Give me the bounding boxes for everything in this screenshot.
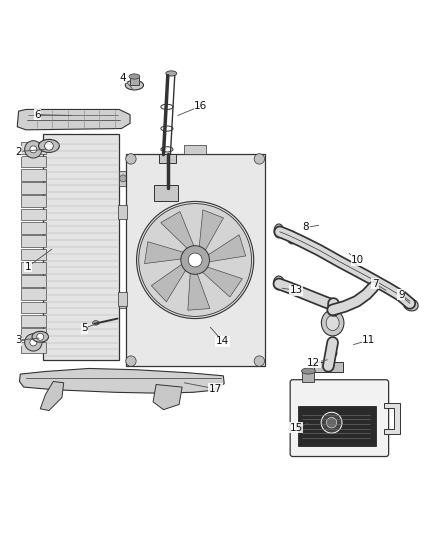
Ellipse shape (39, 140, 60, 152)
FancyBboxPatch shape (290, 379, 389, 457)
Ellipse shape (403, 298, 418, 311)
Text: 8: 8 (303, 222, 309, 232)
Ellipse shape (125, 80, 144, 90)
Bar (159, 154, 177, 163)
Text: 15: 15 (290, 423, 303, 433)
Circle shape (120, 296, 127, 303)
Circle shape (321, 412, 342, 433)
Polygon shape (153, 384, 182, 410)
Text: 7: 7 (372, 279, 378, 289)
Bar (21, 196, 46, 207)
Circle shape (45, 142, 53, 150)
Text: 12: 12 (307, 358, 320, 368)
Polygon shape (17, 109, 130, 130)
Bar (21, 262, 46, 273)
Text: 1: 1 (25, 262, 32, 271)
Text: 13: 13 (290, 285, 303, 295)
Text: 2: 2 (15, 147, 22, 157)
Bar (21, 342, 46, 353)
Bar (21, 169, 46, 181)
Bar (21, 315, 46, 327)
Polygon shape (19, 368, 224, 393)
Bar (119, 171, 127, 186)
Polygon shape (199, 265, 242, 297)
Text: 10: 10 (351, 255, 364, 265)
Bar (118, 292, 127, 305)
Circle shape (326, 417, 337, 428)
Bar (21, 248, 46, 260)
Ellipse shape (321, 310, 344, 336)
Circle shape (139, 204, 251, 317)
Circle shape (30, 146, 37, 153)
Ellipse shape (274, 224, 284, 238)
Bar (154, 185, 178, 201)
Bar (302, 372, 314, 382)
Circle shape (25, 334, 42, 351)
Ellipse shape (166, 71, 177, 76)
Polygon shape (204, 235, 246, 263)
Ellipse shape (326, 316, 339, 330)
Bar (21, 235, 46, 247)
Circle shape (120, 175, 127, 182)
Circle shape (30, 339, 37, 346)
Bar (21, 209, 46, 221)
Polygon shape (199, 210, 223, 254)
Ellipse shape (273, 276, 284, 290)
Text: 3: 3 (15, 335, 22, 345)
Circle shape (254, 356, 265, 366)
Text: 14: 14 (216, 336, 229, 346)
Bar (126, 154, 265, 366)
Bar (21, 156, 46, 167)
Bar (130, 76, 139, 85)
Ellipse shape (92, 321, 99, 325)
Bar (314, 362, 343, 372)
Bar (21, 288, 46, 300)
Text: 17: 17 (209, 384, 222, 394)
Circle shape (126, 356, 136, 366)
Text: 6: 6 (34, 110, 41, 119)
Ellipse shape (32, 332, 49, 342)
Bar (21, 142, 46, 154)
Circle shape (25, 141, 42, 158)
Ellipse shape (301, 368, 315, 374)
Text: 5: 5 (81, 323, 88, 333)
Bar (21, 182, 46, 194)
Circle shape (181, 246, 209, 274)
Bar (43, 134, 119, 360)
Polygon shape (145, 241, 188, 264)
Circle shape (188, 253, 202, 267)
Text: 11: 11 (362, 335, 375, 345)
Text: 4: 4 (120, 73, 126, 83)
Circle shape (254, 154, 265, 164)
Circle shape (137, 201, 254, 319)
Polygon shape (161, 212, 196, 252)
Polygon shape (40, 382, 64, 410)
Bar (21, 222, 46, 233)
Bar (184, 145, 206, 154)
Bar (21, 275, 46, 287)
Polygon shape (188, 268, 210, 310)
Polygon shape (384, 403, 400, 434)
Bar (119, 293, 127, 308)
Text: 9: 9 (398, 290, 405, 300)
Polygon shape (151, 262, 188, 302)
Circle shape (37, 333, 44, 340)
Bar (298, 406, 376, 446)
Bar (118, 205, 127, 219)
Circle shape (126, 154, 136, 164)
Ellipse shape (129, 74, 140, 79)
Text: 16: 16 (194, 101, 208, 111)
Bar (21, 328, 46, 340)
Bar (21, 302, 46, 313)
